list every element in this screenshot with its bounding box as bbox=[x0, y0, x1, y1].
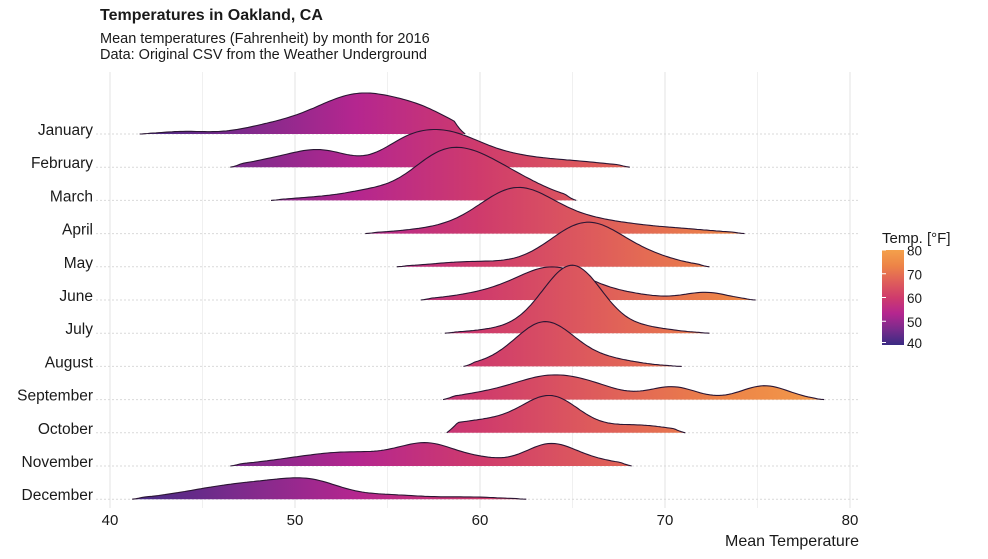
y-tick-label: February bbox=[31, 155, 93, 172]
ridge-fill-may bbox=[396, 222, 710, 267]
y-tick-label: January bbox=[38, 122, 93, 139]
y-axis-labels: January February March April May June July Augu… bbox=[17, 122, 94, 504]
x-axis-label: Mean Temperature bbox=[725, 533, 859, 550]
y-tick-label: November bbox=[22, 454, 94, 471]
ridge-line-december bbox=[132, 477, 527, 500]
legend-tick-label: 60 bbox=[907, 291, 922, 306]
legend: Temp. [°F] 80 70 60 50 40 bbox=[882, 230, 951, 351]
y-tick-label: December bbox=[22, 487, 94, 504]
legend-title: Temp. [°F] bbox=[882, 230, 951, 247]
x-tick-label: 70 bbox=[657, 512, 674, 529]
ridge-line-may bbox=[396, 221, 710, 268]
ridge-line-february bbox=[230, 128, 630, 168]
grid-lines bbox=[96, 72, 860, 508]
ridge-fill-january bbox=[139, 93, 466, 134]
legend-colorbar bbox=[882, 250, 904, 345]
ridge-line-november bbox=[230, 442, 632, 467]
legend-tick-label: 50 bbox=[907, 315, 922, 330]
y-tick-label: May bbox=[64, 255, 94, 272]
ridge-fill-september bbox=[443, 374, 825, 400]
y-tick-label: June bbox=[59, 288, 93, 305]
ridge-line-january bbox=[139, 92, 466, 135]
x-tick-label: 50 bbox=[287, 512, 304, 529]
ridge-fill-december bbox=[132, 477, 527, 500]
y-tick-label: July bbox=[65, 321, 93, 338]
y-tick-label: September bbox=[17, 388, 93, 405]
y-tick-label: October bbox=[38, 421, 93, 438]
chart-subtitle: Mean temperatures (Fahrenheit) by month … bbox=[100, 31, 430, 47]
ridge-fill-february bbox=[230, 129, 630, 168]
legend-tick-label: 40 bbox=[907, 336, 922, 351]
ridge-line-september bbox=[442, 374, 825, 401]
ridges bbox=[132, 92, 825, 500]
ridge-line-march bbox=[270, 146, 577, 201]
chart-title: Temperatures in Oakland, CA bbox=[100, 7, 323, 24]
x-axis-tick-labels: 40 50 60 70 80 bbox=[102, 512, 859, 529]
ridge-line-july bbox=[444, 264, 710, 334]
ridge-line-april bbox=[365, 186, 745, 235]
ridge-fill-august bbox=[463, 321, 682, 367]
y-tick-label: April bbox=[62, 222, 93, 239]
ridge-line-october bbox=[446, 394, 686, 434]
x-tick-label: 60 bbox=[472, 512, 489, 529]
ridge-fill-march bbox=[271, 147, 577, 201]
chart-caption: Data: Original CSV from the Weather Unde… bbox=[100, 47, 427, 63]
y-tick-label: August bbox=[45, 354, 94, 371]
legend-tick-label: 70 bbox=[907, 267, 922, 282]
legend-ticks: 80 70 60 50 40 bbox=[882, 244, 922, 351]
x-tick-label: 40 bbox=[102, 512, 119, 529]
ridge-fill-april bbox=[365, 187, 745, 234]
ridge-fill-november bbox=[230, 442, 632, 466]
ridge-fill-july bbox=[444, 265, 710, 334]
y-tick-label: March bbox=[50, 188, 93, 205]
ridge-fill-october bbox=[446, 395, 686, 433]
ridge-line-august bbox=[463, 321, 682, 367]
x-tick-label: 80 bbox=[842, 512, 859, 529]
legend-tick-label: 80 bbox=[907, 244, 922, 259]
